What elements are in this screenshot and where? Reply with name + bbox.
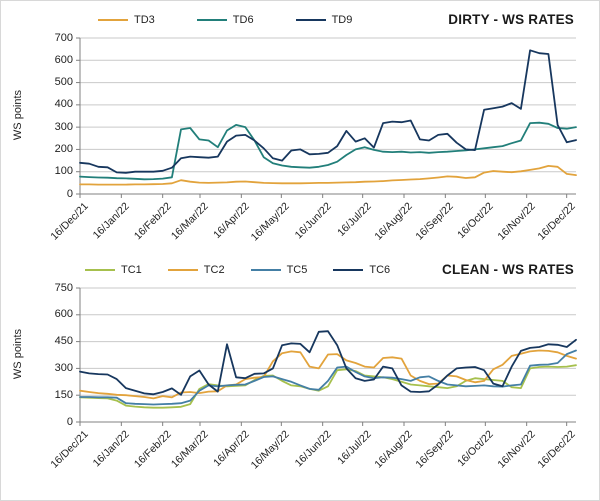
legend-item-TC6: TC6 (333, 264, 390, 276)
TD6-legend-line (196, 19, 227, 21)
series-TC5-line (79, 349, 577, 406)
legend-label: TC2 (203, 264, 225, 276)
y-tick-label: 300 (54, 361, 73, 374)
clean-legend: TC1 TC2 TC5 TC6 (85, 264, 390, 276)
legend-item-TC2: TC2 (167, 264, 225, 276)
TD9-legend-line (295, 19, 326, 21)
y-tick-label: 750 (54, 281, 73, 294)
y-tick-label: 0 (66, 187, 73, 200)
series-TC1-line (79, 364, 577, 409)
y-tick-label: 600 (54, 308, 73, 321)
TD3-legend-line (98, 19, 128, 21)
legend-label: TD6 (232, 14, 254, 26)
legend-label: TD3 (134, 14, 155, 26)
legend-label: TC5 (286, 264, 308, 276)
y-tick-label: 300 (54, 120, 73, 133)
y-tick-label: 600 (54, 53, 73, 66)
TC6-legend-line (333, 269, 364, 271)
legend-label: TC6 (369, 264, 391, 276)
series-TC2-line (79, 349, 577, 400)
TC1-legend-line (85, 269, 115, 271)
legend-label: TD9 (331, 14, 353, 26)
clean-y-axis-label: WS points (12, 328, 24, 380)
legend-item-TC1: TC1 (85, 264, 142, 276)
legend-item-TD3: TD3 (98, 14, 155, 26)
y-tick-label: 150 (54, 388, 73, 401)
legend-item-TD9: TD9 (295, 14, 353, 26)
y-tick-label: 0 (66, 415, 73, 428)
series-TD9-line (79, 49, 577, 174)
legend-label: TC1 (121, 264, 142, 276)
y-tick-label: 100 (54, 165, 73, 178)
dirty-y-axis-label: WS points (12, 89, 24, 141)
TC5-legend-line (250, 269, 281, 271)
chart-0 (76, 37, 577, 198)
y-tick-label: 400 (54, 98, 73, 111)
chart-1 (76, 287, 577, 426)
y-tick-label: 450 (54, 335, 73, 348)
legend-item-TC5: TC5 (250, 264, 308, 276)
y-tick-label: 500 (54, 76, 73, 89)
y-tick-label: 200 (54, 142, 73, 155)
TC2-legend-line (167, 269, 198, 271)
y-tick-label: 700 (54, 31, 73, 44)
clean-chart-title: CLEAN - WS RATES (442, 262, 574, 277)
series-TD3-line (79, 164, 577, 186)
legend-item-TD6: TD6 (196, 14, 254, 26)
series-TC6-line (79, 330, 577, 396)
dirty-legend: TD3 TD6 TD9 (98, 14, 352, 26)
series-TD6-line (79, 121, 577, 181)
dirty-chart-title: DIRTY - WS RATES (448, 12, 574, 27)
